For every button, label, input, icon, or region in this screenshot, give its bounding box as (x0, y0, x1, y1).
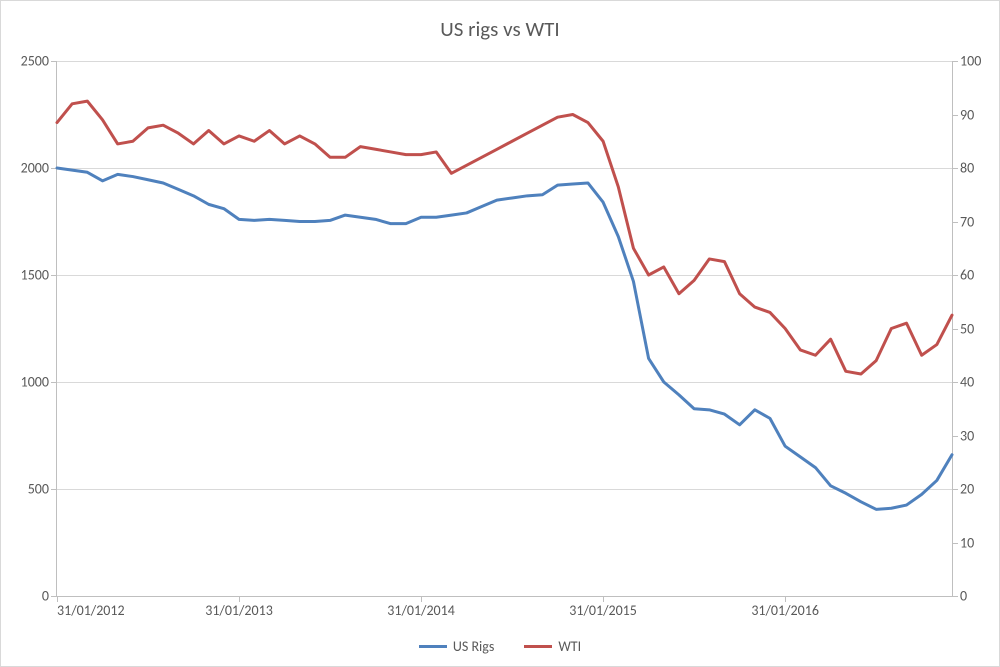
chart-title: US rigs vs WTI (1, 16, 999, 42)
legend-item: WTI (524, 638, 581, 655)
series-line-wti (57, 101, 952, 374)
y-right-tick (952, 489, 958, 490)
x-tick-label: 31/01/2015 (569, 596, 637, 619)
y-right-tick (952, 436, 958, 437)
legend-swatch (419, 645, 447, 648)
y-right-tick (952, 222, 958, 223)
x-tick-label: 31/01/2014 (387, 596, 455, 619)
legend-swatch (524, 645, 552, 648)
y-right-tick (952, 543, 958, 544)
y-right-tick (952, 115, 958, 116)
legend-label: US Rigs (453, 638, 494, 655)
y-right-tick (952, 329, 958, 330)
series-svg (57, 61, 952, 596)
y-right-tick (952, 275, 958, 276)
plot-area: 0500100015002000250001020304050607080901… (56, 61, 953, 597)
legend-label: WTI (558, 638, 581, 655)
legend-item: US Rigs (419, 638, 494, 655)
y-right-tick (952, 168, 958, 169)
x-tick-label: 31/01/2012 (57, 596, 125, 619)
x-tick-label: 31/01/2013 (205, 596, 273, 619)
y-right-tick (952, 382, 958, 383)
series-line-us-rigs (57, 168, 952, 509)
x-tick-label: 31/01/2016 (751, 596, 819, 619)
y-right-tick (952, 596, 958, 597)
chart-container: US rigs vs WTI 0500100015002000250001020… (0, 0, 1000, 667)
y-right-tick (952, 61, 958, 62)
legend: US Rigs WTI (1, 638, 999, 655)
